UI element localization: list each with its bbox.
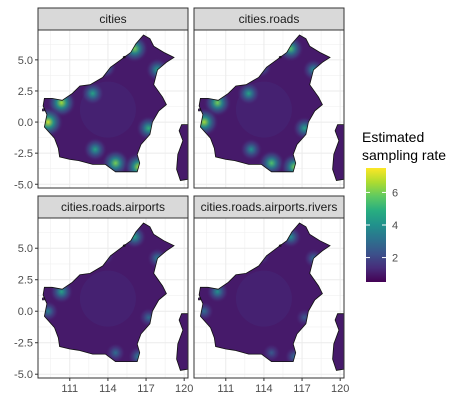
colorbar-tick-label: 6 [392, 187, 398, 199]
island-outline [42, 107, 45, 112]
y-tick-label: -5.0 [14, 179, 33, 191]
colorbar-bar [366, 168, 386, 282]
colorbar-tick-label: 2 [392, 253, 398, 265]
island-outline [122, 55, 126, 59]
island-outline [198, 296, 201, 301]
facet-strip-label: cities.roads.airports [61, 200, 165, 214]
facet-panels: cities 5.0 2.5 0.0 -2.5 -5.0 cities.roads citie… [14, 7, 349, 395]
island-outline [42, 296, 45, 301]
legend-title-line-2: sampling rate [362, 147, 446, 163]
panel-border [37, 217, 189, 379]
y-tick-label: 0.0 [18, 117, 33, 129]
y-tick-label: 0.0 [18, 306, 33, 318]
panel-border [193, 217, 345, 379]
facet-strip-label: cities [99, 12, 126, 26]
island-outline [278, 244, 282, 247]
landmass-outline [42, 34, 175, 173]
island-outline [122, 244, 126, 247]
facet-panel-4: cities.roads.airports.rivers 111 114 117 120 [193, 195, 349, 395]
y-tick-label: 5.0 [18, 55, 33, 67]
legend-title-line-1: Estimated [362, 129, 424, 145]
island-outline [278, 55, 282, 59]
hotspot-mark [236, 81, 261, 106]
y-tick-label: -2.5 [14, 338, 33, 350]
facet-panel-3: cities.roads.airports 5.0 2.5 0.0 -2.5 -5.0 11… [14, 195, 193, 395]
interior-texture [235, 270, 292, 327]
hotspot-mark [42, 106, 64, 138]
x-tick-label: 120 [175, 383, 193, 395]
x-tick-label: 114 [255, 383, 273, 395]
island-outline [198, 107, 201, 112]
y-tick-label: -2.5 [14, 148, 33, 160]
colorbar-legend: Estimated sampling rate 2 4 6 [362, 129, 446, 282]
x-tick-label: 117 [137, 383, 155, 395]
hotspot-mark [262, 343, 281, 362]
y-tick-label: 2.5 [18, 275, 33, 287]
facet-panel-1: cities 5.0 2.5 0.0 -2.5 -5.0 [14, 7, 189, 191]
hotspot-mark [83, 137, 108, 162]
facet-panel-2: cities.roads [193, 7, 345, 189]
hotspot-mark [198, 107, 219, 137]
hotspot-mark [240, 138, 263, 161]
y-tick-label: 2.5 [18, 86, 33, 98]
hotspot-mark [80, 81, 105, 106]
colorbar-tick-label: 4 [392, 220, 398, 232]
y-tick-label: 5.0 [18, 243, 33, 255]
x-tick-label: 111 [217, 383, 234, 395]
y-tick-label: -5.0 [14, 369, 33, 381]
landmass-outline [42, 222, 175, 363]
panel-border [193, 29, 345, 189]
x-tick-label: 117 [293, 383, 311, 395]
landmass-outline [198, 34, 331, 173]
x-tick-label: 120 [331, 383, 349, 395]
landmass-outline [198, 222, 331, 363]
panel-border [37, 29, 189, 189]
x-tick-label: 114 [99, 383, 117, 395]
facet-strip-label: cities.roads.airports.rivers [201, 200, 338, 214]
interior-texture [79, 270, 136, 327]
facet-strip-label: cities.roads [239, 12, 300, 26]
x-tick-label: 111 [61, 383, 78, 395]
